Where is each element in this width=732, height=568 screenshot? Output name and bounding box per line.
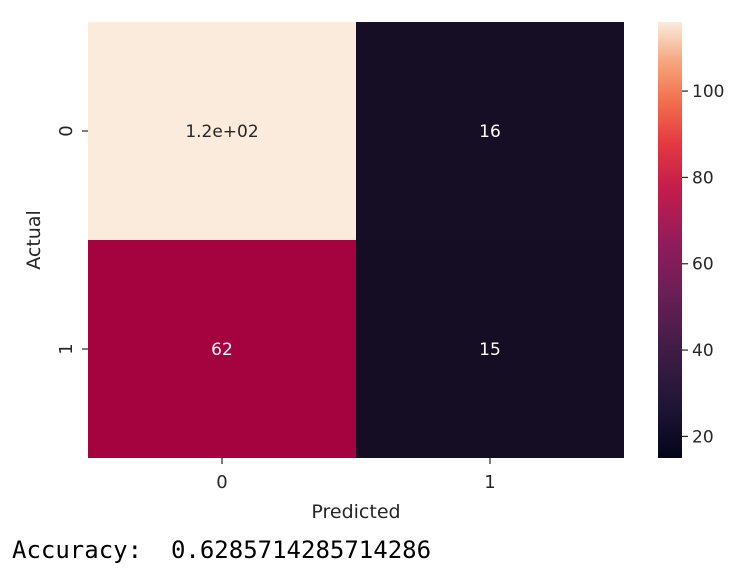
cell-annotation-1-1: 15 — [479, 340, 501, 360]
colorbar-tick-label-80: 80 — [692, 168, 714, 188]
y-tick-label-1: 1 — [56, 343, 77, 354]
colorbar-tick-label-60: 60 — [692, 255, 714, 275]
colorbar-tick-label-100: 100 — [692, 82, 724, 102]
x-axis-label: Predicted — [311, 501, 400, 523]
colorbar-ticks: 20 40 60 80 100 — [682, 82, 724, 447]
heatmap-cells — [88, 22, 624, 458]
y-tick-label-0: 0 — [56, 125, 77, 136]
accuracy-output: Accuracy: 0.6285714285714286 — [12, 536, 431, 564]
y-axis-ticks: 01 — [56, 125, 88, 355]
heatmap-cell-0-0 — [88, 22, 356, 240]
accuracy-label: Accuracy: — [12, 536, 143, 564]
cell-annotation-0-0: 1.2e+02 — [185, 122, 258, 142]
accuracy-value: 0.6285714285714286 — [170, 536, 432, 564]
x-tick-label-0: 0 — [216, 472, 227, 493]
heatmap-annotations: 1.2e+02 16 62 15 — [185, 122, 501, 360]
heatmap-cell-1-1 — [356, 240, 624, 458]
y-axis-label: Actual — [23, 210, 45, 270]
colorbar — [658, 22, 682, 458]
cell-annotation-1-0: 62 — [211, 340, 233, 360]
x-tick-label-1: 1 — [484, 472, 495, 493]
colorbar-tick-label-20: 20 — [692, 427, 714, 447]
colorbar-tick-label-40: 40 — [692, 341, 714, 361]
heatmap-cell-1-0 — [88, 240, 356, 458]
heatmap-cell-0-1 — [356, 22, 624, 240]
cell-annotation-0-1: 16 — [479, 122, 501, 142]
